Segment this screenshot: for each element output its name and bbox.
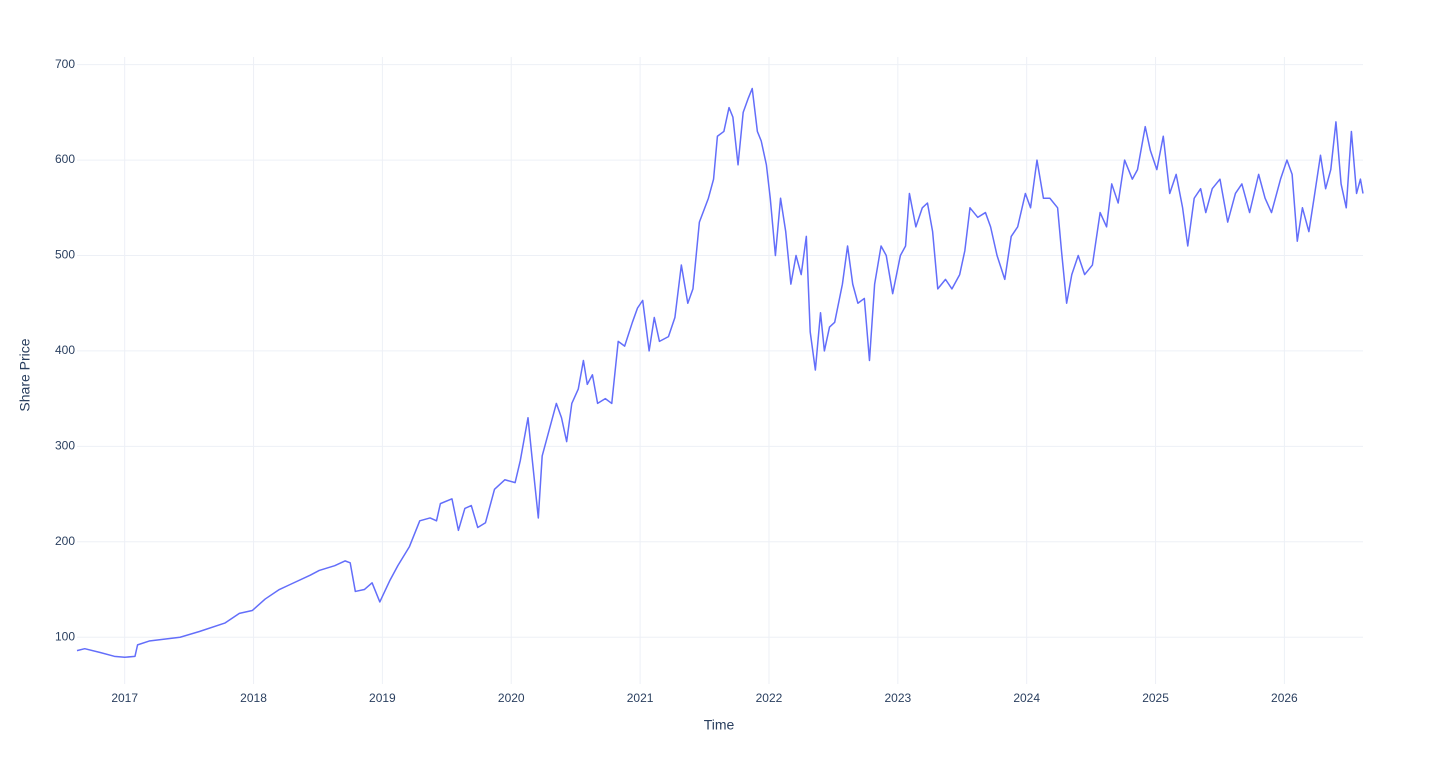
y-tick-label: 400 bbox=[55, 343, 75, 357]
x-tick-label: 2026 bbox=[1271, 691, 1298, 705]
y-tick-label: 200 bbox=[55, 534, 75, 548]
x-tick-label: 2025 bbox=[1142, 691, 1169, 705]
ticks: 100 200 300 400 500 600 700 2017 2018 2019 2020 202… bbox=[55, 57, 1298, 705]
price-line bbox=[76, 87, 1364, 659]
x-tick-label: 2017 bbox=[111, 691, 138, 705]
x-axis-title: Time bbox=[704, 717, 735, 733]
x-tick-label: 2019 bbox=[369, 691, 396, 705]
x-tick-label: 2023 bbox=[884, 691, 911, 705]
x-tick-label: 2022 bbox=[756, 691, 783, 705]
x-tick-label: 2024 bbox=[1013, 691, 1040, 705]
x-tick-label: 2021 bbox=[627, 691, 654, 705]
y-tick-label: 300 bbox=[55, 439, 75, 453]
x-tick-label: 2018 bbox=[240, 691, 267, 705]
y-tick-label: 100 bbox=[55, 629, 75, 643]
x-tick-label: 2020 bbox=[498, 691, 525, 705]
grid bbox=[77, 57, 1363, 684]
y-tick-label: 500 bbox=[55, 248, 75, 262]
y-tick-label: 600 bbox=[55, 152, 75, 166]
y-axis-title: Share Price bbox=[17, 338, 33, 411]
plot-area bbox=[76, 87, 1364, 659]
y-tick-label: 700 bbox=[55, 57, 75, 71]
